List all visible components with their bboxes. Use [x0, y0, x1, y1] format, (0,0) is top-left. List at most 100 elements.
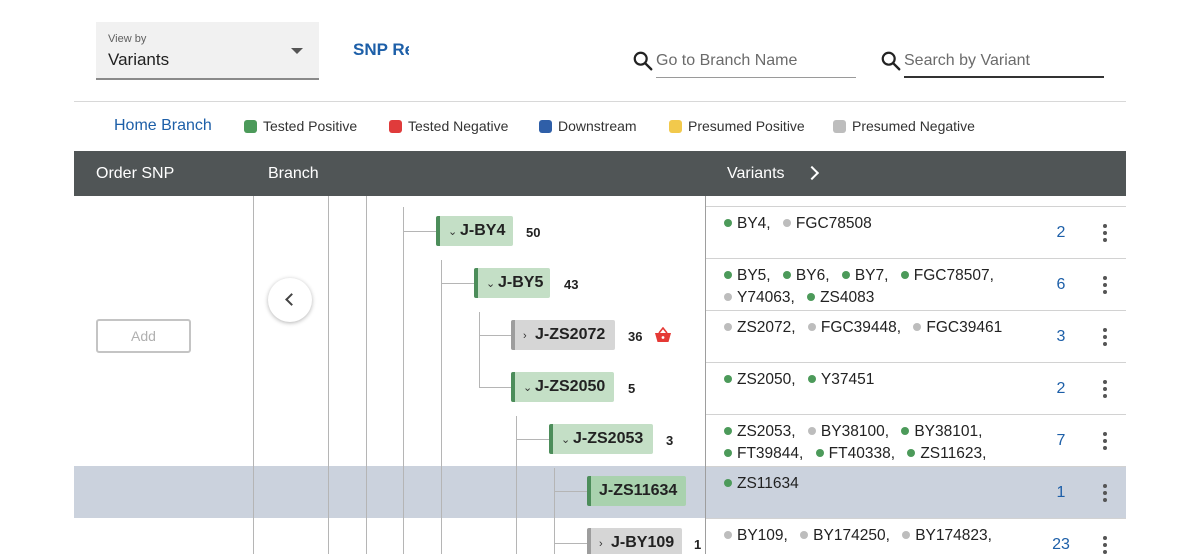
more-options-icon[interactable]	[1102, 224, 1108, 242]
variant-item[interactable]: FT40338,	[815, 445, 896, 462]
variant-item[interactable]: BY174250,	[800, 527, 890, 544]
branch-search[interactable]: Go to Branch Name	[632, 46, 856, 80]
view-by-select[interactable]: View by Variants	[96, 22, 319, 80]
variant-item[interactable]: BY174823,	[902, 527, 992, 544]
variant-item[interactable]: ZS11634	[724, 475, 799, 492]
view-by-label: View by	[108, 33, 147, 45]
variant-count-link[interactable]: 3	[1056, 328, 1066, 345]
variant-item[interactable]: FGC39461	[913, 319, 1002, 336]
variant-count-link[interactable]: 7	[1056, 432, 1066, 449]
variant-count-link[interactable]: 6	[1056, 276, 1066, 293]
variants-header: Variants	[727, 165, 785, 182]
variant-name: FGC78508	[795, 215, 872, 232]
variant-item[interactable]: ZS2072,	[724, 319, 796, 336]
legend-swatch	[669, 119, 682, 133]
variant-item[interactable]: BY6,	[782, 267, 830, 284]
branch-node[interactable]: J-ZS11634	[587, 476, 686, 506]
legend-label: Downstream	[558, 118, 637, 134]
variant-name: BY109,	[737, 527, 788, 544]
branch-count: 36	[628, 329, 643, 344]
status-dot-icon	[724, 271, 732, 279]
more-options-icon[interactable]	[1102, 328, 1108, 346]
variant-item[interactable]: BY5,	[724, 267, 771, 284]
branch-count: 1	[694, 537, 702, 552]
legend-item: Presumed Positive	[669, 118, 805, 134]
status-dot-icon	[815, 449, 824, 457]
variant-search[interactable]: Search by Variant	[880, 46, 1104, 80]
more-options-icon[interactable]	[1102, 484, 1108, 502]
chevron-right-icon[interactable]	[804, 165, 820, 181]
more-options-icon[interactable]	[1102, 432, 1108, 450]
variant-count-link[interactable]: 23	[1052, 536, 1070, 553]
tree-guide-line	[479, 312, 480, 388]
chevron-right-icon: ›	[523, 330, 527, 342]
status-dot-icon	[807, 427, 816, 435]
collapse-button[interactable]	[268, 278, 312, 322]
status-dot-icon	[724, 323, 732, 331]
more-options-icon[interactable]	[1102, 276, 1108, 294]
variant-count-link[interactable]: 2	[1056, 380, 1066, 397]
status-dot-icon	[900, 271, 909, 279]
branch-node[interactable]: ⌄ J-BY4	[436, 216, 513, 246]
branch-node[interactable]: ⌄ J-BY5	[474, 268, 550, 298]
more-options-icon[interactable]	[1102, 536, 1108, 554]
branch-node[interactable]: › J-ZS2072	[511, 320, 615, 350]
variant-name: FGC39448,	[820, 319, 902, 336]
status-dot-icon	[807, 375, 816, 383]
variant-item[interactable]: FT39844,	[724, 445, 803, 462]
variant-name: Y37451	[820, 371, 875, 388]
branch-node[interactable]: › J-BY109	[587, 528, 682, 554]
variant-item[interactable]: FGC78508	[782, 215, 872, 232]
variant-name: FT40338,	[828, 445, 896, 462]
variant-item[interactable]: BY109,	[724, 527, 788, 544]
variant-count-link[interactable]: 1	[1056, 484, 1066, 501]
legend-item: Tested Positive	[244, 118, 357, 134]
more-options-icon[interactable]	[1102, 380, 1108, 398]
divider	[74, 101, 1126, 102]
variant-row: BY109, BY174250, BY174823, 23	[706, 518, 1126, 554]
variant-item[interactable]: BY7,	[841, 267, 888, 284]
variant-name: FT39844,	[737, 445, 804, 462]
variant-item[interactable]: ZS4083	[807, 289, 874, 306]
variant-item[interactable]: ZS11623,	[907, 445, 986, 462]
branch-node[interactable]: ⌄ J-ZS2050	[511, 372, 614, 402]
variant-item[interactable]: BY38101,	[901, 423, 982, 440]
variant-name: BY38101,	[914, 423, 983, 440]
status-dot-icon	[724, 531, 732, 539]
variant-item[interactable]: ZS2050,	[724, 371, 796, 388]
snp-report-link[interactable]: SNP Re	[353, 40, 409, 59]
branch-count: 5	[628, 381, 636, 396]
branch-node[interactable]: ⌄ J-ZS2053	[549, 424, 653, 454]
variant-item[interactable]: BY38100,	[807, 423, 889, 440]
legend-swatch	[833, 119, 846, 133]
order-snp-header: Order SNP	[96, 165, 175, 182]
tree-connector	[516, 439, 549, 440]
branch-name: J-BY4	[460, 222, 506, 239]
variant-item[interactable]: Y37451	[807, 371, 875, 388]
legend-label: Presumed Negative	[852, 118, 975, 134]
variant-item[interactable]: FGC78507,	[900, 267, 994, 284]
branch-search-input[interactable]: Go to Branch Name	[656, 46, 856, 78]
chevron-down-icon: ⌄	[448, 226, 458, 238]
variant-item[interactable]: Y74063,	[724, 289, 795, 306]
legend-item: Tested Negative	[389, 118, 508, 134]
variant-item[interactable]: BY4,	[724, 215, 771, 232]
variant-name: ZS4083	[820, 289, 875, 306]
variant-name: ZS2072,	[737, 319, 796, 336]
variant-item[interactable]: ZS2053,	[724, 423, 796, 440]
branch-name: J-ZS11634	[599, 482, 678, 499]
variant-count-link[interactable]: 2	[1056, 224, 1066, 241]
status-dot-icon	[907, 449, 916, 457]
chevron-right-icon: ›	[599, 538, 603, 550]
tree-connector	[479, 335, 512, 336]
home-branch-link[interactable]: Home Branch	[114, 117, 212, 134]
variant-name: BY174250,	[813, 527, 890, 544]
column-divider	[705, 196, 706, 554]
branch-name: J-ZS2050	[535, 378, 606, 395]
variant-name: Y74063,	[737, 289, 795, 306]
variant-item[interactable]: FGC39448,	[807, 319, 902, 336]
variant-list: BY109, BY174250, BY174823,	[724, 525, 1024, 547]
basket-icon[interactable]	[654, 327, 672, 343]
add-button[interactable]: Add	[96, 319, 191, 353]
variant-search-input[interactable]: Search by Variant	[904, 46, 1104, 78]
